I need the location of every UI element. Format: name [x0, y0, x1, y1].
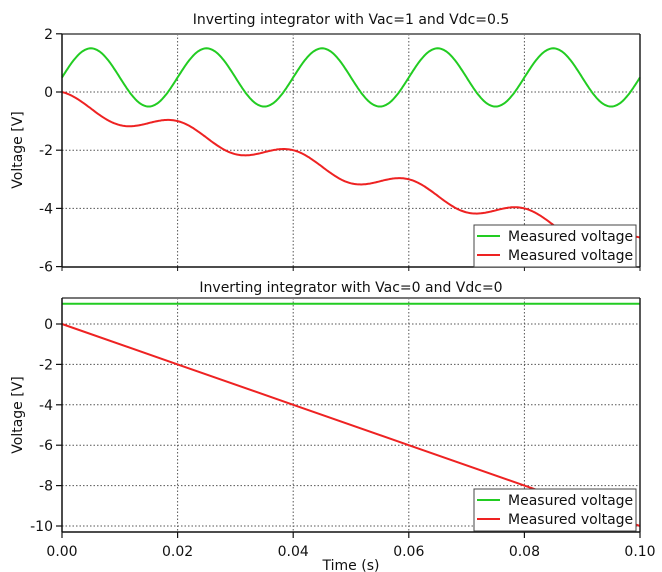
y-tick-label: -4 [39, 398, 53, 414]
y-tick-label: -2 [39, 143, 53, 159]
bottom-plot: Inverting integrator with Vac=0 and Vdc=… [10, 280, 656, 572]
top-y-axis-label: Voltage [V] [10, 111, 26, 188]
y-tick-label: 2 [44, 27, 53, 43]
y-tick-label: -6 [39, 260, 53, 276]
bottom-legend-box [473, 488, 637, 532]
bottom-y-ticks: 0 -2 -4 -6 -8 -10 [30, 317, 62, 535]
top-plot: Inverting integrator with Vac=1 and Vdc=… [10, 12, 641, 276]
y-tick-label: -8 [39, 479, 53, 495]
bottom-legend-label-1: Measured voltage [508, 493, 633, 509]
y-tick-label: 0 [44, 85, 53, 101]
x-tick-label: 0.02 [162, 544, 193, 560]
y-tick-label: -4 [39, 201, 53, 217]
x-tick-label: 0.08 [509, 544, 540, 560]
top-plot-title: Inverting integrator with Vac=1 and Vdc=… [193, 12, 510, 28]
green-series-line [61, 47, 641, 108]
bottom-x-ticks: 0.00 0.02 0.04 0.06 0.08 0.10 [46, 532, 656, 560]
top-legend: Measured voltage Measured voltage [473, 224, 637, 268]
x-tick-label: 0.04 [278, 544, 309, 560]
bottom-x-axis-label: Time (s) [322, 558, 380, 572]
bottom-grid [62, 298, 640, 532]
top-y-ticks: 2 0 -2 -4 -6 [39, 27, 62, 276]
y-tick-label: 0 [44, 317, 53, 333]
y-tick-label: -10 [30, 519, 53, 535]
top-legend-label-1: Measured voltage [508, 229, 633, 245]
x-tick-label: 0.00 [46, 544, 77, 560]
bottom-legend: Measured voltage Measured voltage [473, 488, 637, 532]
top-legend-label-2: Measured voltage [508, 248, 633, 264]
bottom-plot-title: Inverting integrator with Vac=0 and Vdc=… [199, 280, 502, 296]
y-tick-label: -6 [39, 438, 53, 454]
y-tick-label: -2 [39, 357, 53, 373]
red-series-line [61, 91, 641, 244]
top-series [61, 47, 641, 244]
x-tick-label: 0.06 [393, 544, 424, 560]
x-tick-label: 0.10 [624, 544, 655, 560]
bottom-legend-label-2: Measured voltage [508, 512, 633, 528]
top-legend-box [473, 224, 637, 268]
bottom-y-axis-label: Voltage [V] [10, 376, 26, 453]
